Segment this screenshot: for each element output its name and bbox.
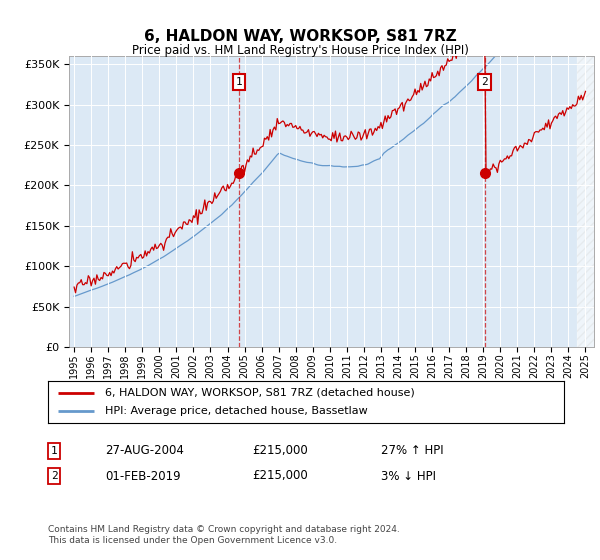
- Text: 6, HALDON WAY, WORKSOP, S81 7RZ: 6, HALDON WAY, WORKSOP, S81 7RZ: [143, 29, 457, 44]
- Text: 2: 2: [481, 77, 488, 87]
- Text: Contains HM Land Registry data © Crown copyright and database right 2024.
This d: Contains HM Land Registry data © Crown c…: [48, 525, 400, 545]
- Text: 1: 1: [235, 77, 242, 87]
- Bar: [577, 56, 594, 347]
- Text: 27% ↑ HPI: 27% ↑ HPI: [381, 444, 443, 458]
- Text: 27-AUG-2004: 27-AUG-2004: [105, 444, 184, 458]
- Text: HPI: Average price, detached house, Bassetlaw: HPI: Average price, detached house, Bass…: [105, 406, 368, 416]
- Text: £215,000: £215,000: [252, 444, 308, 458]
- Text: 3% ↓ HPI: 3% ↓ HPI: [381, 469, 436, 483]
- Text: 6, HALDON WAY, WORKSOP, S81 7RZ (detached house): 6, HALDON WAY, WORKSOP, S81 7RZ (detache…: [105, 388, 415, 398]
- Text: Price paid vs. HM Land Registry's House Price Index (HPI): Price paid vs. HM Land Registry's House …: [131, 44, 469, 57]
- Text: 01-FEB-2019: 01-FEB-2019: [105, 469, 181, 483]
- Text: 1: 1: [50, 446, 58, 456]
- Text: £215,000: £215,000: [252, 469, 308, 483]
- Text: 2: 2: [50, 471, 58, 481]
- Bar: [577, 56, 594, 347]
